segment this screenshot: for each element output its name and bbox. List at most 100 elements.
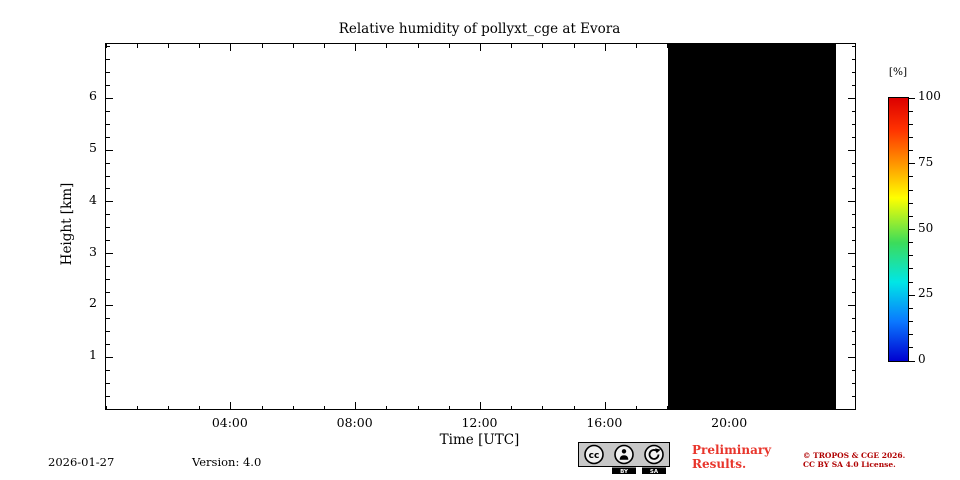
y-minor-tick (106, 227, 110, 229)
colorbar-minor-tick (909, 123, 913, 125)
y-major-tick (848, 253, 855, 255)
y-minor-tick (106, 188, 110, 190)
y-minor-tick (851, 71, 855, 73)
x-minor-tick (167, 44, 169, 48)
copyright-line2: CC BY SA 4.0 License. (803, 460, 896, 469)
x-minor-tick (511, 44, 513, 48)
x-minor-tick (136, 405, 138, 409)
x-tick-label: 20:00 (711, 415, 748, 430)
colorbar-major-tick (909, 163, 915, 165)
x-minor-tick (854, 405, 856, 409)
y-tick-label: 4 (89, 191, 97, 207)
x-minor-tick (760, 405, 762, 409)
y-major-tick (848, 304, 855, 306)
preliminary-note: Preliminary Results. (692, 443, 771, 471)
y-minor-tick (106, 214, 110, 216)
y-major-tick (106, 304, 113, 306)
colorbar-minor-tick (909, 176, 913, 178)
footer-date: 2026-01-27 (48, 455, 115, 469)
preliminary-line2: Results. (692, 457, 747, 471)
x-major-tick (729, 402, 731, 409)
y-minor-tick (106, 292, 110, 293)
y-major-tick (106, 356, 113, 358)
y-minor-tick (106, 343, 110, 345)
y-minor-tick (851, 279, 855, 281)
x-minor-tick (386, 44, 388, 48)
y-minor-tick (851, 395, 855, 397)
cc-license-badge: cc BY SA (578, 442, 670, 474)
x-major-tick (480, 44, 481, 51)
y-minor-tick (851, 46, 855, 48)
y-minor-tick (851, 292, 855, 293)
y-minor-tick (106, 110, 110, 112)
colorbar-minor-tick (909, 347, 913, 349)
sa-tag-label: SA (650, 469, 659, 474)
x-minor-tick (573, 405, 575, 409)
y-major-tick (106, 201, 113, 203)
colorbar-minor-tick (909, 150, 913, 152)
x-minor-tick (199, 405, 201, 409)
person-body-icon (619, 455, 629, 460)
y-minor-tick (851, 84, 855, 86)
colorbar-minor-tick (909, 189, 913, 191)
x-minor-tick (823, 405, 825, 409)
y-tick-label: 2 (89, 295, 97, 311)
share-alike-arrow-icon (644, 444, 664, 465)
x-minor-tick (417, 405, 419, 409)
y-minor-tick (106, 46, 110, 48)
y-major-tick (848, 201, 855, 203)
y-minor-tick (106, 266, 110, 268)
colorbar-tick-label: 0 (918, 352, 926, 366)
x-minor-tick (760, 44, 762, 48)
x-minor-tick (386, 405, 388, 409)
share-alike-arrowhead (655, 448, 661, 454)
y-major-tick (848, 356, 855, 358)
x-axis-label: Time [UTC] (439, 432, 520, 448)
y-minor-tick (106, 175, 110, 177)
share-alike-arc (648, 449, 660, 460)
colorbar-tick-label: 25 (918, 286, 934, 301)
x-minor-tick (698, 44, 700, 48)
x-minor-tick (261, 44, 263, 48)
y-tick-label: 6 (89, 88, 97, 104)
y-minor-tick (106, 136, 110, 138)
y-minor-tick (851, 408, 855, 410)
x-minor-tick (636, 44, 638, 48)
y-minor-tick (106, 369, 110, 371)
attribution-person-icon (614, 444, 634, 465)
y-minor-tick (851, 110, 855, 112)
colorbar-minor-tick (909, 321, 913, 323)
x-minor-tick (573, 44, 575, 48)
y-minor-tick (851, 136, 855, 138)
x-tick-label: 12:00 (461, 415, 498, 430)
x-minor-tick (105, 405, 107, 409)
y-minor-tick (106, 123, 110, 125)
x-minor-tick (792, 405, 794, 409)
y-major-tick (106, 149, 113, 151)
y-minor-tick (851, 227, 855, 229)
sa-tag (642, 467, 666, 474)
y-minor-tick (106, 84, 110, 86)
x-minor-tick (792, 44, 794, 48)
x-major-tick (604, 402, 606, 409)
y-tick-label: 5 (89, 140, 97, 156)
y-minor-tick (106, 395, 110, 397)
copyright-line1: © TROPOS & CGE 2026. (803, 451, 906, 460)
colorbar-minor-tick (909, 255, 913, 257)
y-minor-tick (106, 317, 110, 319)
colorbar-minor-tick (909, 242, 913, 244)
y-major-tick (848, 97, 855, 99)
footer-version: Version: 4.0 (192, 455, 262, 469)
y-tick-label: 3 (89, 243, 97, 259)
colorbar (888, 97, 915, 362)
y-minor-tick (106, 408, 110, 410)
x-minor-tick (823, 44, 825, 48)
y-minor-tick (851, 266, 855, 268)
x-minor-tick (448, 405, 450, 409)
colorbar-major-tick (909, 294, 915, 296)
by-tag-label: BY (620, 469, 629, 474)
y-minor-tick (851, 330, 855, 332)
y-major-tick (106, 253, 113, 255)
colorbar-minor-tick (909, 202, 913, 204)
y-minor-tick (106, 71, 110, 73)
